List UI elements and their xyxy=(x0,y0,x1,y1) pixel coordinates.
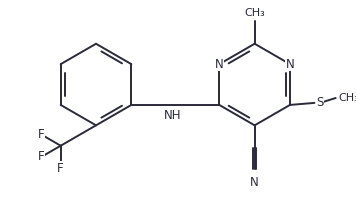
Text: N: N xyxy=(286,58,294,71)
Text: F: F xyxy=(57,162,64,175)
Text: F: F xyxy=(38,150,44,164)
Text: CH₃: CH₃ xyxy=(338,93,356,103)
Text: CH₃: CH₃ xyxy=(244,8,265,19)
Text: S: S xyxy=(316,96,324,109)
Text: NH: NH xyxy=(164,109,181,122)
Text: F: F xyxy=(38,128,44,141)
Text: N: N xyxy=(215,58,224,71)
Text: N: N xyxy=(250,176,259,189)
